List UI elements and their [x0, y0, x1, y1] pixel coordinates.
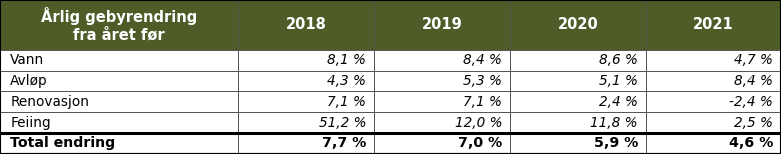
Bar [374, 0, 510, 50]
Bar [510, 91, 646, 112]
Bar [646, 50, 781, 71]
Bar [238, 71, 374, 91]
Bar [0, 50, 238, 71]
Bar [646, 112, 781, 133]
Bar [0, 71, 238, 91]
Text: 51,2 %: 51,2 % [319, 116, 366, 130]
Text: 2019: 2019 [422, 17, 462, 32]
Text: Renovasjon: Renovasjon [10, 95, 89, 109]
Text: 2021: 2021 [693, 17, 734, 32]
Bar [510, 133, 646, 154]
Text: 2,4 %: 2,4 % [599, 95, 638, 109]
Text: Vann: Vann [10, 53, 45, 67]
Text: Avløp: Avløp [10, 74, 48, 88]
Bar [510, 112, 646, 133]
Text: 7,1 %: 7,1 % [327, 95, 366, 109]
Bar [374, 71, 510, 91]
Bar [238, 50, 374, 71]
Bar [646, 71, 781, 91]
Text: Feiing: Feiing [10, 116, 51, 130]
Bar [510, 71, 646, 91]
Text: 5,9 %: 5,9 % [594, 136, 638, 150]
Bar [374, 91, 510, 112]
Text: 4,6 %: 4,6 % [729, 136, 773, 150]
Text: 5,1 %: 5,1 % [599, 74, 638, 88]
Bar [238, 0, 374, 50]
Text: 8,1 %: 8,1 % [327, 53, 366, 67]
Bar [0, 91, 238, 112]
Text: Total endring: Total endring [10, 136, 116, 150]
Text: 4,3 %: 4,3 % [327, 74, 366, 88]
Text: 11,8 %: 11,8 % [590, 116, 638, 130]
Text: 8,6 %: 8,6 % [599, 53, 638, 67]
Bar [0, 112, 238, 133]
Text: 2018: 2018 [286, 17, 326, 32]
Text: 8,4 %: 8,4 % [734, 74, 773, 88]
Bar [510, 0, 646, 50]
Text: 7,1 %: 7,1 % [463, 95, 502, 109]
Bar [374, 112, 510, 133]
Text: 4,7 %: 4,7 % [734, 53, 773, 67]
Bar [510, 50, 646, 71]
Bar [238, 91, 374, 112]
Text: 7,0 %: 7,0 % [458, 136, 502, 150]
Bar [646, 0, 781, 50]
Bar [646, 91, 781, 112]
Text: 5,3 %: 5,3 % [463, 74, 502, 88]
Text: 7,7 %: 7,7 % [322, 136, 366, 150]
Bar [374, 50, 510, 71]
Bar [0, 133, 238, 154]
Text: 2,5 %: 2,5 % [734, 116, 773, 130]
Text: Årlig gebyrendring
fra året før: Årlig gebyrendring fra året før [41, 7, 198, 43]
Bar [0, 0, 238, 50]
Text: 12,0 %: 12,0 % [455, 116, 502, 130]
Bar [374, 133, 510, 154]
Text: -2,4 %: -2,4 % [729, 95, 773, 109]
Text: 8,4 %: 8,4 % [463, 53, 502, 67]
Bar [238, 133, 374, 154]
Bar [238, 112, 374, 133]
Bar [646, 133, 781, 154]
Text: 2020: 2020 [558, 17, 598, 32]
